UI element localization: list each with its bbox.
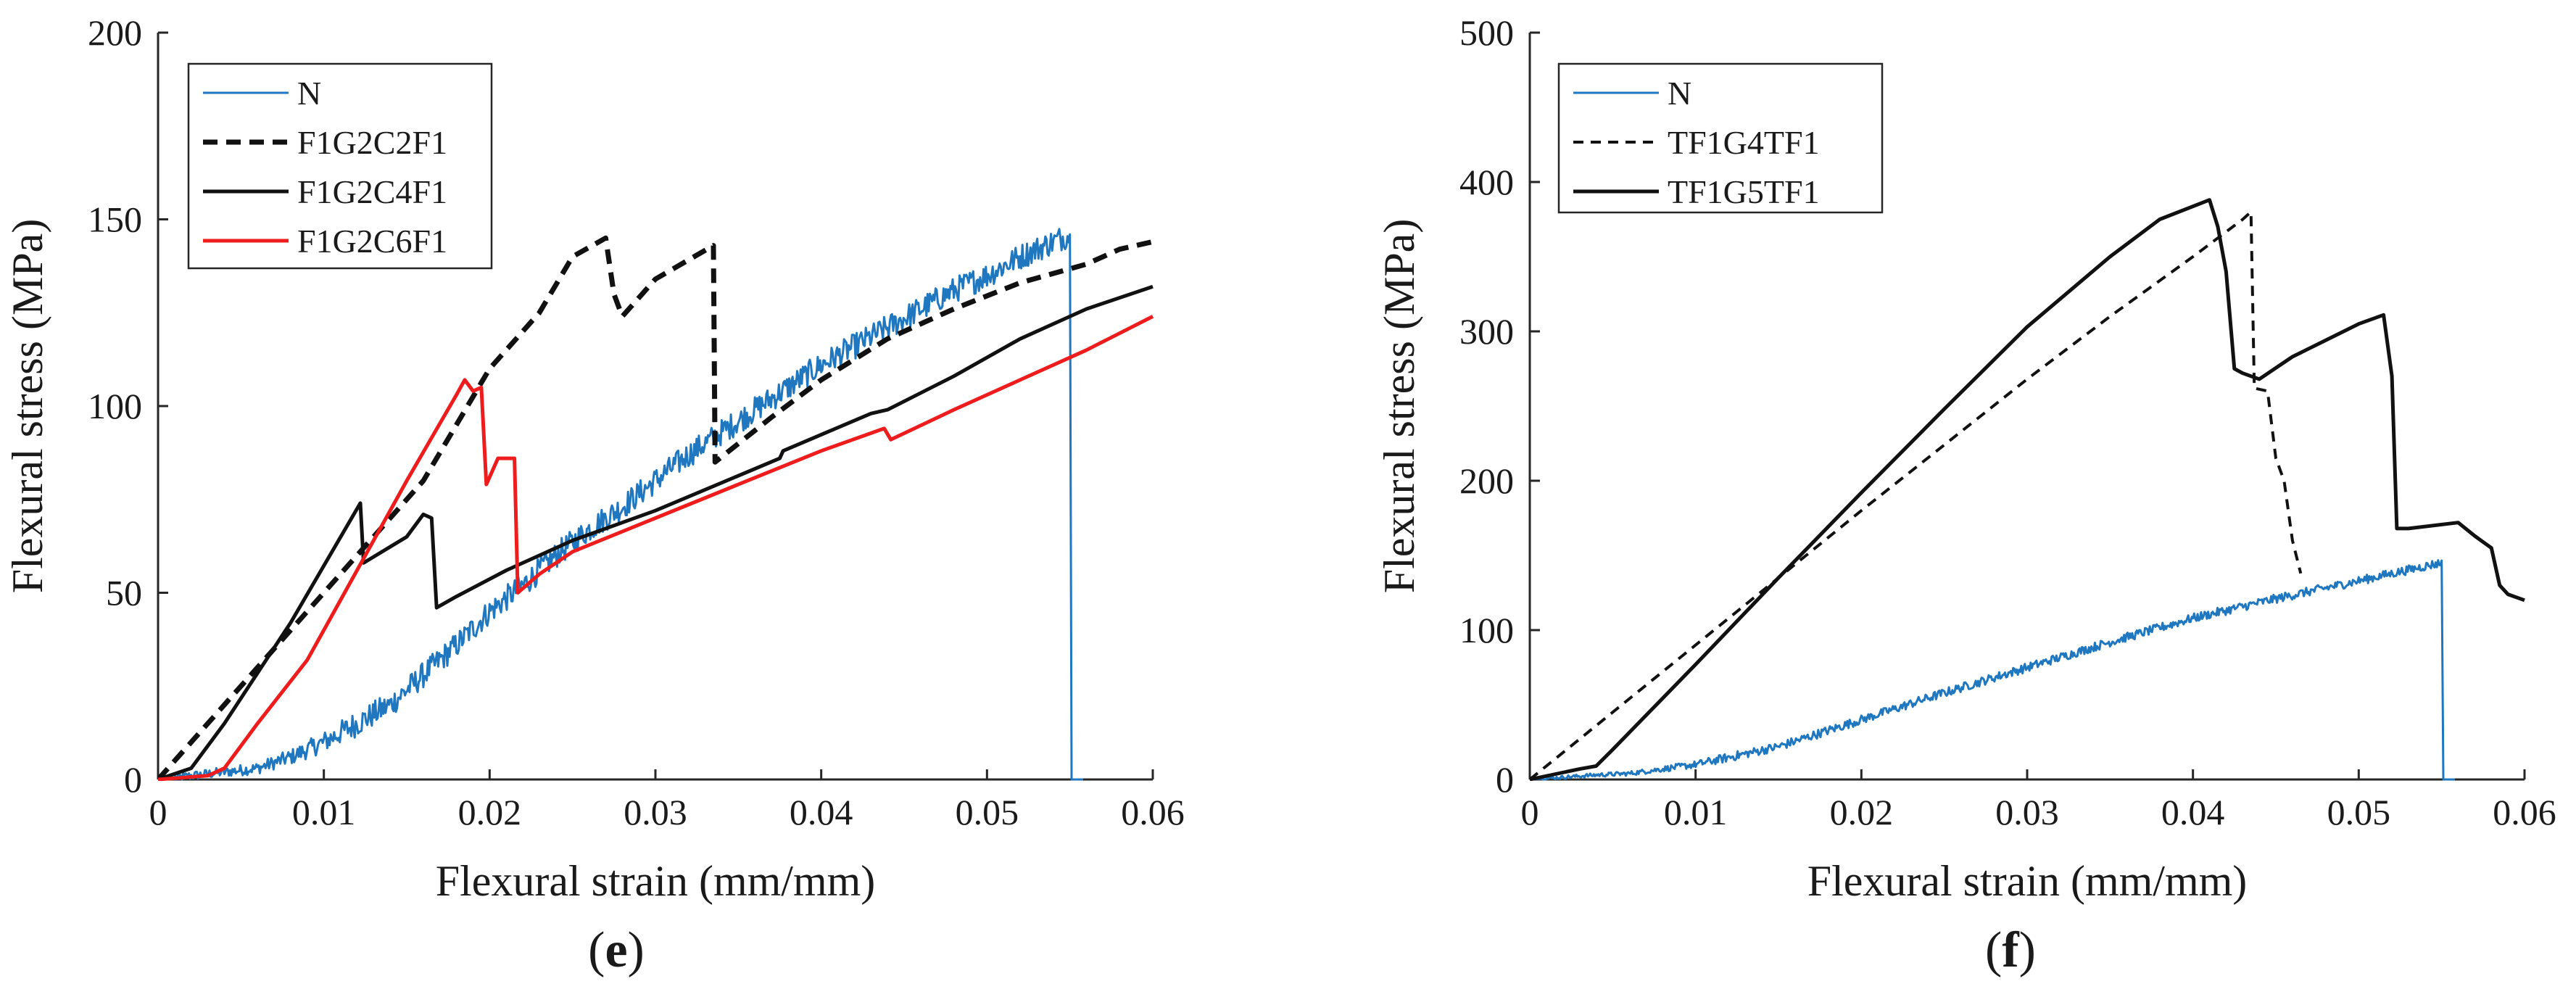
x-tick-label: 0.06: [1121, 792, 1185, 832]
x-tick-label: 0.05: [2327, 792, 2391, 832]
x-tick-label: 0.05: [956, 792, 1019, 832]
y-axis-label: Flexural stress (MPa): [1375, 219, 1423, 594]
x-axis-label: Flexural strain (mm/mm): [436, 857, 876, 905]
x-tick-label: 0.04: [790, 792, 853, 832]
legend-box: [1557, 62, 1884, 214]
x-tick-label: 0.02: [1830, 792, 1894, 832]
x-tick-label: 0.03: [1995, 792, 2059, 832]
series-line-tf1g5tf1: [1530, 198, 2525, 781]
x-tick-label: 0: [149, 792, 167, 832]
y-tick-label: 400: [1459, 162, 1514, 202]
chart-panel-e: 0 0.01 0.02 0.03 0.04 0.05 0.06 0 50 100 150 200 Fle…: [4, 12, 1185, 978]
y-tick-label: 100: [1459, 610, 1514, 650]
series-line-tf1g4tf1: [1530, 210, 2303, 781]
x-axis-label: Flexural strain (mm/mm): [1807, 857, 2248, 905]
legend-label: F1G2C6F1: [297, 223, 447, 260]
x-tick-label: 0.03: [624, 792, 687, 832]
y-tick-label: 100: [88, 386, 142, 426]
x-tick-label: 0.02: [458, 792, 522, 832]
y-tick-label: 50: [106, 573, 142, 613]
x-tick-label: 0.01: [292, 792, 356, 832]
y-tick-label: 0: [1496, 759, 1514, 800]
legend-box: [187, 62, 493, 270]
series-line-f1g2c6f1: [158, 315, 1154, 781]
series-line-f1g2c4f1: [158, 284, 1154, 781]
x-tick-label: 0: [1521, 792, 1539, 832]
y-tick-label: 300: [1459, 311, 1514, 352]
panel-label: (f): [1985, 922, 2036, 978]
y-tick-label: 200: [1459, 460, 1514, 501]
legend-label: TF1G4TF1: [1668, 124, 1820, 161]
legend-label: F1G2C4F1: [297, 173, 447, 210]
y-axis-label: Flexural stress (MPa): [4, 219, 51, 594]
series-line-n: [158, 228, 1083, 781]
series-line-n: [1530, 559, 2455, 781]
y-tick-label: 150: [88, 199, 142, 240]
x-tick-label: 0.04: [2161, 792, 2225, 832]
x-tick-label: 0.06: [2493, 792, 2556, 832]
x-tick-label: 0.01: [1664, 792, 1728, 832]
legend: N F1G2C2F1 F1G2C4F1 F1G2C6F1: [187, 62, 493, 270]
legend-label: N: [1668, 75, 1691, 112]
y-tick-label: 500: [1459, 12, 1514, 53]
y-tick-label: 0: [124, 759, 142, 800]
panel-label: (e): [588, 922, 645, 978]
legend-label: TF1G5TF1: [1668, 173, 1820, 210]
legend-label: N: [297, 75, 321, 112]
series-line-f1g2c2f1: [158, 235, 1154, 781]
legend: N TF1G4TF1 TF1G5TF1: [1557, 62, 1884, 214]
chart-panel-f: 0 0.01 0.02 0.03 0.04 0.05 0.06 0 100 200 300 400 50…: [1375, 12, 2556, 978]
legend-label: F1G2C2F1: [297, 124, 447, 161]
y-tick-label: 200: [88, 12, 142, 53]
